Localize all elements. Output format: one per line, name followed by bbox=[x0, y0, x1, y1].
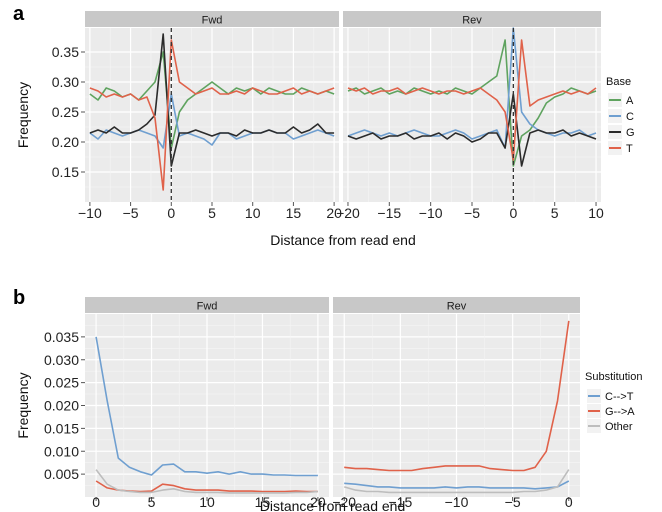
series-line-other bbox=[95, 469, 318, 494]
legend-label: Other bbox=[605, 421, 633, 433]
x-tick-label: 15 bbox=[286, 205, 302, 221]
panel-label: a bbox=[13, 3, 25, 25]
y-tick-label: 0.030 bbox=[44, 352, 79, 368]
series-line-other bbox=[343, 469, 570, 494]
x-tick-label: 0 bbox=[167, 205, 175, 221]
x-tick-label: −15 bbox=[388, 494, 412, 510]
facet-strip bbox=[85, 297, 329, 313]
x-tick-label: −15 bbox=[377, 205, 401, 221]
facet-strip bbox=[333, 297, 580, 313]
y-tick-label: 0.020 bbox=[44, 398, 79, 414]
x-tick-label: −20 bbox=[332, 494, 356, 510]
series-line-g bbox=[347, 93, 597, 167]
facet-fwd: Fwd 0.035 0.030 0.025 0.020 0.015 0.010 0.005 0 5… bbox=[44, 297, 329, 510]
series-line-a bbox=[347, 39, 597, 167]
x-tick-label: 0 bbox=[92, 494, 100, 510]
y-tick-label: 0.035 bbox=[44, 329, 79, 345]
y-tick-label: 0.20 bbox=[52, 134, 79, 150]
series-line-ga bbox=[344, 320, 570, 472]
legend-title: Substitution bbox=[585, 371, 642, 383]
legend-label: C-->T bbox=[605, 391, 634, 403]
panel-label: b bbox=[13, 287, 25, 309]
x-tick-label: −5 bbox=[123, 205, 139, 221]
legend-label: G-->A bbox=[605, 406, 635, 418]
x-tick-label: 0 bbox=[509, 205, 517, 221]
x-tick-label: −5 bbox=[505, 494, 521, 510]
y-tick-label: 0.015 bbox=[44, 420, 79, 436]
x-tick-label: 5 bbox=[148, 494, 156, 510]
x-tick-label: −5 bbox=[464, 205, 480, 221]
facet-strip-label: Fwd bbox=[202, 15, 223, 27]
x-tick-label: 15 bbox=[255, 494, 271, 510]
x-axis-label: Distance from read end bbox=[270, 232, 416, 248]
facet-rev: Rev −20 −15 −10 −5 0 bbox=[332, 297, 580, 510]
x-tick-label: 0 bbox=[565, 494, 573, 510]
facet-fwd: Fwd 0.35 0.30 0.25 0.20 0.15 −10 −5 0 5 10 15 20 bbox=[52, 11, 342, 221]
x-tick-label: 20 bbox=[326, 205, 342, 221]
facet-strip bbox=[85, 11, 339, 27]
legend: Substitution C-->T G-->A Other bbox=[585, 371, 642, 433]
series-line-ct bbox=[344, 480, 570, 490]
y-tick-label: 0.25 bbox=[52, 104, 79, 120]
y-tick-label: 0.005 bbox=[44, 466, 79, 482]
facet-rev: Rev −20 −15 −10 −5 0 5 10 bbox=[336, 11, 604, 221]
panel-b: b Fwd 0.035 0.030 0.025 0.020 0.015 0.010 0.005 0… bbox=[13, 287, 642, 512]
x-tick-label: 20 bbox=[310, 494, 326, 510]
series-line-t bbox=[347, 39, 597, 161]
facet-strip-label: Fwd bbox=[197, 301, 218, 313]
x-axis-label: Distance from read end bbox=[260, 498, 406, 512]
y-tick-label: 0.30 bbox=[52, 74, 79, 90]
x-tick-label: 10 bbox=[245, 205, 261, 221]
x-tick-label: −10 bbox=[78, 205, 102, 221]
y-tick-label: 0.35 bbox=[52, 44, 79, 60]
x-tick-label: 5 bbox=[208, 205, 216, 221]
x-tick-label: 5 bbox=[551, 205, 559, 221]
legend-label: C bbox=[626, 111, 634, 123]
facet-strip-label: Rev bbox=[462, 15, 482, 27]
x-tick-label: −10 bbox=[419, 205, 443, 221]
y-tick-label: 0.15 bbox=[52, 164, 79, 180]
y-axis-label: Frequency bbox=[15, 372, 31, 438]
y-tick-label: 0.025 bbox=[44, 375, 79, 391]
x-tick-label: 10 bbox=[588, 205, 604, 221]
legend-title: Base bbox=[606, 76, 631, 88]
series-line-g bbox=[89, 33, 335, 167]
legend-label: T bbox=[626, 143, 633, 155]
x-tick-label: −10 bbox=[445, 494, 469, 510]
series-line-c bbox=[347, 27, 597, 149]
legend-label: A bbox=[626, 95, 634, 107]
y-tick-label: 0.010 bbox=[44, 443, 79, 459]
series-line-ct bbox=[95, 336, 318, 477]
series-line-t bbox=[89, 39, 335, 191]
facet-strip-label: Rev bbox=[447, 301, 467, 313]
x-tick-label: −20 bbox=[336, 205, 360, 221]
y-axis-label: Frequency bbox=[15, 82, 31, 148]
facet-strip bbox=[343, 11, 601, 27]
legend-label: G bbox=[626, 127, 635, 139]
x-tick-label: 10 bbox=[199, 494, 215, 510]
